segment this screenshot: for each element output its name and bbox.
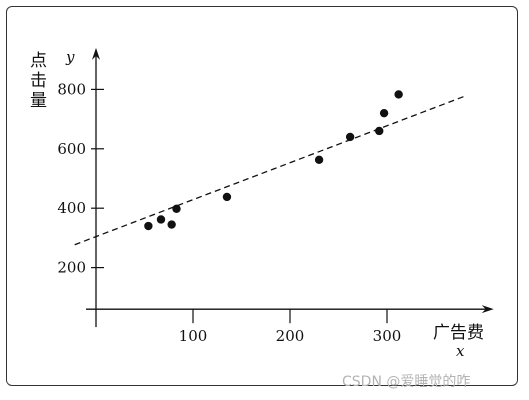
data-point-2 (156, 215, 166, 224)
y-tick-label-400: 400 (57, 199, 86, 217)
data-point-8 (375, 126, 384, 136)
data-point-1 (144, 221, 153, 231)
y-tick-label-600: 600 (57, 140, 86, 158)
x-tick-label-200: 200 (276, 327, 305, 345)
data-points (144, 90, 403, 231)
x-axis-variable: x (456, 342, 465, 360)
axes (86, 47, 494, 328)
data-point-7 (345, 132, 355, 142)
x-tick-label-100: 100 (179, 327, 208, 345)
y-axis-label: 点击量 (30, 51, 47, 111)
data-point-5 (222, 192, 232, 202)
y-tick-label-200: 200 (57, 259, 86, 277)
trend-line (74, 95, 465, 246)
y-axis-variable: y (65, 48, 75, 66)
x-tick-label-300: 300 (373, 327, 402, 345)
watermark: CSDN @爱睡觉的咋 (342, 374, 470, 390)
y-axis-arrow (92, 47, 100, 60)
y-tick-label-800: 800 (57, 80, 86, 98)
data-point-9 (379, 108, 389, 118)
data-point-3 (167, 220, 176, 229)
data-point-4 (172, 204, 181, 213)
chart-frame (6, 6, 518, 386)
x-axis-arrow (481, 305, 494, 314)
data-point-6 (314, 155, 324, 164)
x-axis-label: 广告费 (433, 323, 484, 343)
tick-labels: 100 200 300 200 400 600 800 (57, 80, 401, 345)
data-point-10 (394, 90, 403, 99)
